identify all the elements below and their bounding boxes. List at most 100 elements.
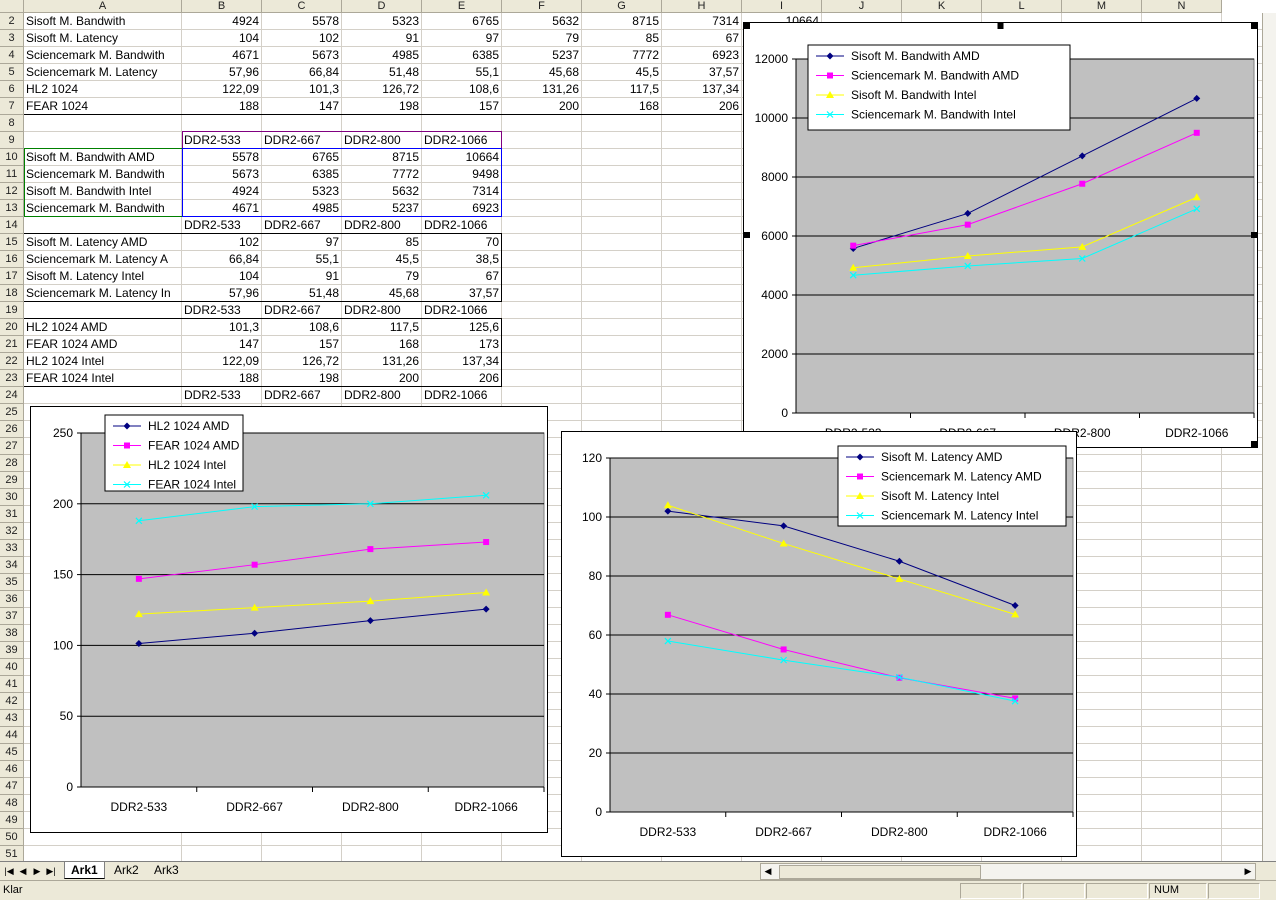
cell-value[interactable]: 38,5 bbox=[475, 252, 499, 266]
column-header[interactable]: A bbox=[24, 0, 182, 13]
data-point-marker[interactable] bbox=[849, 271, 857, 279]
cell-label[interactable]: Sisoft M. Bandwith bbox=[26, 14, 126, 28]
cell-value[interactable]: 70 bbox=[485, 235, 499, 249]
cell-value[interactable]: 117,5 bbox=[389, 320, 419, 334]
cell-value[interactable]: 57,96 bbox=[228, 65, 259, 79]
cell-value[interactable]: 200 bbox=[398, 371, 419, 385]
cell-value[interactable]: 188 bbox=[238, 371, 259, 385]
data-point-marker[interactable] bbox=[964, 262, 972, 270]
cell-value[interactable]: 102 bbox=[238, 235, 259, 249]
data-point-marker[interactable] bbox=[664, 507, 672, 515]
row-header[interactable]: 20 bbox=[0, 319, 24, 336]
row-header[interactable]: 43 bbox=[0, 710, 24, 727]
cell-value[interactable]: 104 bbox=[238, 269, 259, 283]
row-header[interactable]: 19 bbox=[0, 302, 24, 319]
cell-value[interactable]: 6385 bbox=[472, 48, 499, 62]
cell-value[interactable]: 45,5 bbox=[635, 65, 659, 79]
cell-label[interactable]: Sisoft M. Latency AMD bbox=[26, 235, 148, 249]
row-header[interactable]: 15 bbox=[0, 234, 24, 251]
row-header[interactable]: 5 bbox=[0, 64, 24, 81]
cell-value[interactable]: 108,6 bbox=[468, 82, 499, 96]
cell-header[interactable]: DDR2-533 bbox=[184, 133, 241, 147]
data-point-marker[interactable] bbox=[1012, 695, 1019, 702]
data-point-marker[interactable] bbox=[780, 656, 788, 664]
cell-value[interactable]: 67 bbox=[725, 31, 739, 45]
row-header[interactable]: 18 bbox=[0, 285, 24, 302]
cell-value[interactable]: 55,1 bbox=[315, 252, 339, 266]
resize-handle[interactable] bbox=[997, 23, 1004, 29]
resize-handle[interactable] bbox=[1251, 232, 1257, 238]
data-point-marker[interactable] bbox=[856, 512, 864, 519]
row-header[interactable]: 25 bbox=[0, 404, 24, 421]
last-sheet-icon[interactable]: ▶| bbox=[46, 866, 56, 876]
cell-value[interactable]: 173 bbox=[478, 337, 499, 351]
cell-value[interactable]: 5632 bbox=[392, 184, 419, 198]
cell-value[interactable]: 7772 bbox=[632, 48, 659, 62]
data-point-marker[interactable] bbox=[123, 461, 131, 468]
data-point-marker[interactable] bbox=[483, 539, 490, 546]
row-header[interactable]: 31 bbox=[0, 506, 24, 523]
tab-ark3[interactable]: Ark3 bbox=[154, 863, 179, 877]
series-line[interactable] bbox=[138, 592, 487, 615]
cell-label[interactable]: Sisoft M. Bandwith Intel bbox=[26, 184, 152, 198]
row-header[interactable]: 49 bbox=[0, 812, 24, 829]
series-line[interactable] bbox=[138, 541, 487, 580]
cell-value[interactable]: 45,5 bbox=[395, 252, 419, 266]
column-header[interactable]: L bbox=[982, 0, 1062, 13]
row-header[interactable]: 7 bbox=[0, 98, 24, 115]
cell-value[interactable]: 101,3 bbox=[228, 320, 259, 334]
column-header[interactable]: J bbox=[822, 0, 902, 13]
cell-value[interactable]: 66,84 bbox=[228, 252, 259, 266]
cell-value[interactable]: 6385 bbox=[312, 167, 339, 181]
cell-value[interactable]: 4671 bbox=[232, 201, 259, 215]
series-line[interactable] bbox=[667, 504, 1016, 615]
cell-value[interactable]: 4985 bbox=[392, 48, 419, 62]
cell-value[interactable]: 5578 bbox=[312, 14, 339, 28]
prev-sheet-icon[interactable]: ◀ bbox=[19, 866, 27, 876]
row-header[interactable]: 24 bbox=[0, 387, 24, 404]
cell-value[interactable]: 4985 bbox=[312, 201, 339, 215]
data-point-marker[interactable] bbox=[963, 251, 972, 259]
column-header[interactable]: H bbox=[662, 0, 742, 13]
series-line[interactable] bbox=[138, 494, 487, 522]
cell-value[interactable]: 4671 bbox=[232, 48, 259, 62]
row-header[interactable]: 11 bbox=[0, 166, 24, 183]
cell-value[interactable]: 101,3 bbox=[308, 82, 339, 96]
row-header[interactable]: 9 bbox=[0, 132, 24, 149]
cell-label[interactable]: FEAR 1024 AMD bbox=[26, 337, 118, 351]
cell-header[interactable]: DDR2-800 bbox=[344, 133, 401, 147]
data-point-marker[interactable] bbox=[366, 500, 374, 508]
latency-chart[interactable]: 0 20 40 60 80 100 120 DDR2-533 DDR2-667 DDR2-800 D… bbox=[561, 431, 1077, 857]
cell-value[interactable]: 10664 bbox=[465, 150, 499, 164]
cell-value[interactable]: 126,72 bbox=[382, 82, 419, 96]
data-point-marker[interactable] bbox=[135, 575, 142, 582]
cell-header[interactable]: DDR2-667 bbox=[264, 388, 321, 402]
column-header[interactable]: C bbox=[262, 0, 342, 13]
cell-value[interactable]: 104 bbox=[238, 31, 259, 45]
row-header[interactable]: 12 bbox=[0, 183, 24, 200]
cell-value[interactable]: 137,34 bbox=[462, 354, 499, 368]
cell-value[interactable]: 125,6 bbox=[468, 320, 499, 334]
series-line[interactable] bbox=[853, 132, 1197, 247]
cell-label[interactable]: FEAR 1024 bbox=[26, 99, 89, 113]
data-point-marker[interactable] bbox=[482, 491, 490, 499]
data-point-marker[interactable] bbox=[135, 640, 143, 648]
cell-label[interactable]: Sisoft M. Latency bbox=[26, 31, 119, 45]
cell-value[interactable]: 6765 bbox=[472, 14, 499, 28]
cell-value[interactable]: 188 bbox=[238, 99, 259, 113]
row-header[interactable]: 35 bbox=[0, 574, 24, 591]
data-point-marker[interactable] bbox=[250, 603, 259, 611]
row-header[interactable]: 6 bbox=[0, 81, 24, 98]
cell-value[interactable]: 66,84 bbox=[308, 65, 339, 79]
cell-value[interactable]: 147 bbox=[318, 99, 339, 113]
data-point-marker[interactable] bbox=[895, 557, 903, 565]
cell-value[interactable]: 6923 bbox=[472, 201, 499, 215]
row-header[interactable]: 40 bbox=[0, 659, 24, 676]
cell-label[interactable]: Sciencemark M. Bandwith bbox=[26, 48, 165, 62]
cell-value[interactable]: 5673 bbox=[232, 167, 259, 181]
data-point-marker[interactable] bbox=[1193, 94, 1201, 102]
data-point-marker[interactable] bbox=[1011, 610, 1020, 618]
cell-label[interactable]: FEAR 1024 Intel bbox=[26, 371, 115, 385]
cell-header[interactable]: DDR2-667 bbox=[264, 133, 321, 147]
data-point-marker[interactable] bbox=[366, 617, 374, 625]
